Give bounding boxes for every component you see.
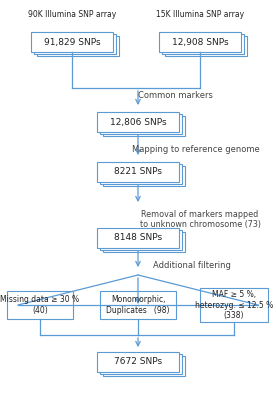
- FancyBboxPatch shape: [162, 34, 244, 54]
- FancyBboxPatch shape: [37, 36, 119, 56]
- Text: 90K Illumina SNP array: 90K Illumina SNP array: [28, 10, 116, 19]
- Text: 12,908 SNPs: 12,908 SNPs: [172, 38, 228, 46]
- FancyBboxPatch shape: [34, 34, 116, 54]
- FancyBboxPatch shape: [165, 36, 247, 56]
- Text: 8221 SNPs: 8221 SNPs: [114, 168, 162, 176]
- FancyBboxPatch shape: [7, 291, 73, 319]
- FancyBboxPatch shape: [103, 232, 185, 252]
- FancyBboxPatch shape: [103, 116, 185, 136]
- FancyBboxPatch shape: [97, 228, 179, 248]
- FancyBboxPatch shape: [159, 32, 241, 52]
- FancyBboxPatch shape: [97, 352, 179, 372]
- Text: Monomorphic,
Duplicates   (98): Monomorphic, Duplicates (98): [106, 295, 170, 315]
- Text: Mapping to reference genome: Mapping to reference genome: [132, 146, 260, 154]
- Text: Additional filtering: Additional filtering: [153, 260, 231, 270]
- FancyBboxPatch shape: [103, 166, 185, 186]
- FancyBboxPatch shape: [31, 32, 113, 52]
- Text: 8148 SNPs: 8148 SNPs: [114, 234, 162, 242]
- Text: 15K Illumina SNP array: 15K Illumina SNP array: [156, 10, 244, 19]
- Text: MAF ≥ 5 %,
heterozyg. ≤ 12.5 %
(338): MAF ≥ 5 %, heterozyg. ≤ 12.5 % (338): [195, 290, 273, 320]
- FancyBboxPatch shape: [100, 164, 182, 184]
- Text: Common markers: Common markers: [137, 90, 213, 100]
- FancyBboxPatch shape: [100, 114, 182, 134]
- Text: Missing data ≥ 30 %
(40): Missing data ≥ 30 % (40): [1, 295, 79, 315]
- Text: 91,829 SNPs: 91,829 SNPs: [44, 38, 100, 46]
- Text: 12,806 SNPs: 12,806 SNPs: [110, 118, 166, 126]
- FancyBboxPatch shape: [100, 291, 176, 319]
- FancyBboxPatch shape: [100, 230, 182, 250]
- FancyBboxPatch shape: [200, 288, 268, 322]
- FancyBboxPatch shape: [97, 112, 179, 132]
- Text: 7672 SNPs: 7672 SNPs: [114, 358, 162, 366]
- FancyBboxPatch shape: [100, 354, 182, 374]
- FancyBboxPatch shape: [97, 162, 179, 182]
- Text: Removal of markers mapped
to unknown chromosome (73): Removal of markers mapped to unknown chr…: [139, 210, 261, 230]
- FancyBboxPatch shape: [103, 356, 185, 376]
